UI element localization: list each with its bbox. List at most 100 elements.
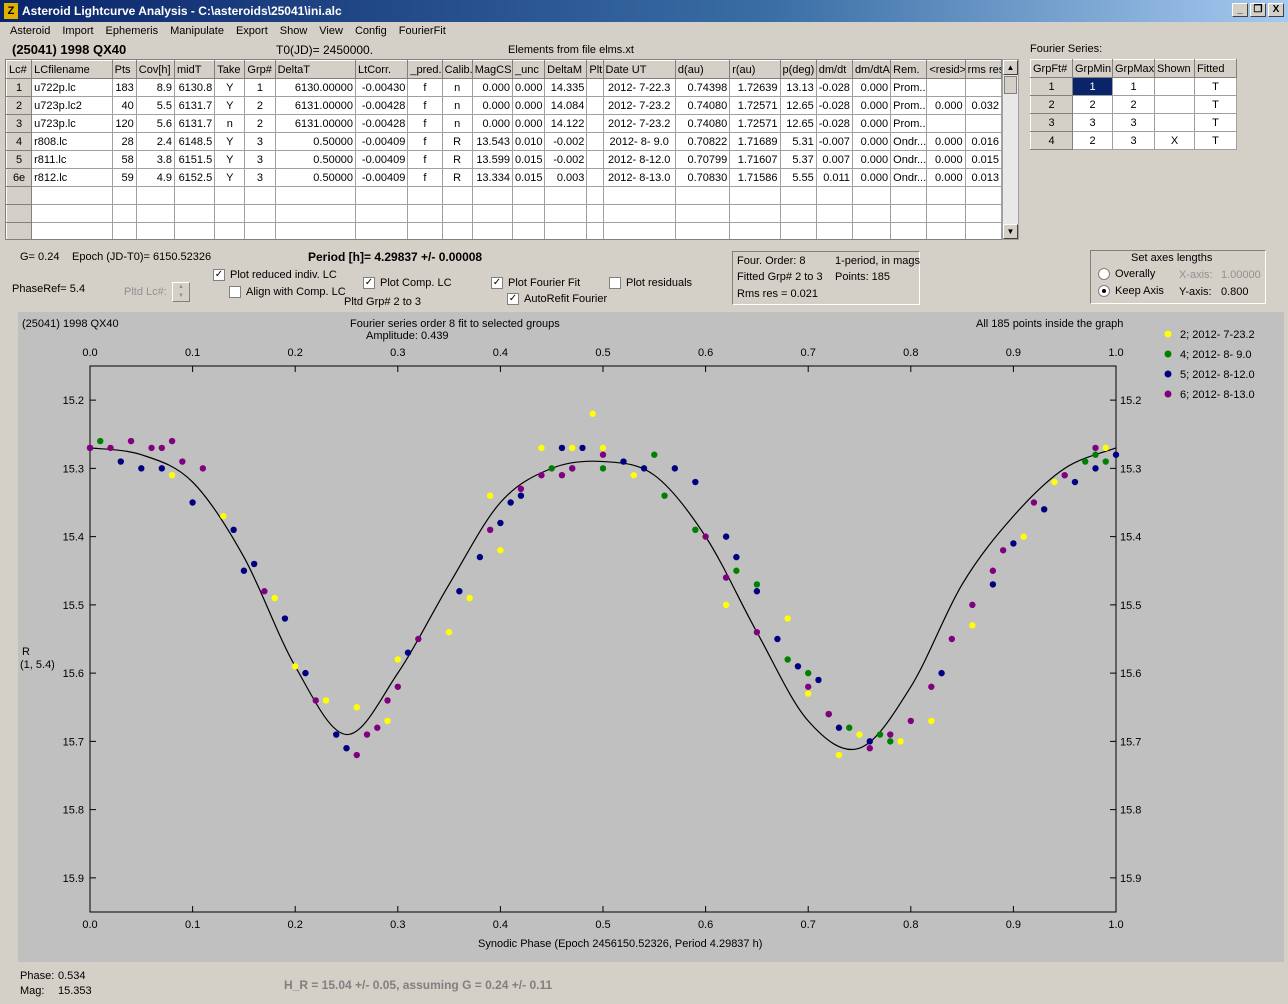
plot-reduced-checkbox[interactable]: ✓ Plot reduced indiv. LC: [213, 269, 337, 282]
fourier-table-cell[interactable]: T: [1194, 95, 1237, 114]
app-icon[interactable]: Z: [4, 3, 18, 19]
lc-table-cell[interactable]: 13.599: [471, 150, 513, 169]
lc-table-cell[interactable]: 6131.00000: [274, 114, 357, 133]
lc-table-cell[interactable]: r808.lc: [31, 132, 113, 151]
menu-export[interactable]: Export: [235, 25, 268, 37]
lc-table-cell[interactable]: [355, 186, 409, 205]
lc-table-cell[interactable]: 3.8: [135, 150, 175, 169]
lc-table-cell[interactable]: 0.50000: [274, 150, 357, 169]
lc-table-cell[interactable]: 6151.5: [173, 150, 216, 169]
fourier-table-cell[interactable]: 3: [1112, 131, 1155, 150]
lc-table-cell[interactable]: [602, 222, 676, 239]
lc-table-cell[interactable]: [586, 186, 604, 205]
lc-table-cell[interactable]: 0.000: [926, 96, 966, 115]
lc-table-cell[interactable]: 0.74080: [674, 114, 731, 133]
lc-table-cell[interactable]: 0.000: [511, 114, 546, 133]
lc-table-cell[interactable]: f: [407, 78, 443, 97]
lc-table-empty-row[interactable]: [6, 204, 1002, 223]
xaxis-value[interactable]: 1.00000: [1221, 269, 1261, 281]
lc-table-cell[interactable]: 5.55: [779, 168, 817, 187]
menu-asteroid[interactable]: Asteroid: [10, 25, 51, 37]
lc-table-cell[interactable]: [471, 186, 513, 205]
menu-ephemeris[interactable]: Ephemeris: [105, 25, 159, 37]
lc-table-cell[interactable]: 14.335: [544, 78, 588, 97]
lc-table-cell[interactable]: [471, 204, 513, 223]
plot-residuals-checkbox[interactable]: Plot residuals: [609, 277, 692, 290]
lc-table-cell[interactable]: 1.72571: [729, 114, 781, 133]
lc-table-cell[interactable]: r811.lc: [31, 150, 113, 169]
lc-table-cell[interactable]: 0.011: [815, 168, 853, 187]
lc-table-cell[interactable]: 4: [6, 132, 33, 151]
lc-table-cell[interactable]: 0.000: [926, 168, 966, 187]
lc-column-header[interactable]: _unc: [511, 60, 546, 79]
lc-table-cell[interactable]: u723p.lc2: [31, 96, 113, 115]
lc-table-cell[interactable]: [586, 96, 604, 115]
lc-table-cell[interactable]: 0.015: [964, 150, 1002, 169]
fourier-table-cell[interactable]: 3: [1030, 113, 1073, 132]
keep-axis-radio[interactable]: Keep Axis: [1098, 285, 1164, 298]
lc-table-cell[interactable]: [674, 222, 731, 239]
lc-table-cell[interactable]: 0.007: [815, 150, 853, 169]
lc-table-cell[interactable]: f: [407, 114, 443, 133]
lc-table-cell[interactable]: [890, 204, 928, 223]
lc-table-cell[interactable]: 1: [6, 78, 33, 97]
lc-table-cell[interactable]: [586, 204, 604, 223]
lc-column-header[interactable]: Date UT: [602, 60, 676, 79]
lc-table-cell[interactable]: 5: [6, 150, 33, 169]
lc-table-cell[interactable]: 0.70799: [674, 150, 731, 169]
minimize-button[interactable]: _: [1232, 3, 1248, 17]
lc-table-cell[interactable]: [471, 222, 513, 239]
lc-table-cell[interactable]: [779, 222, 817, 239]
lc-table-cell[interactable]: [274, 204, 357, 223]
lc-column-header[interactable]: MagCS: [471, 60, 513, 79]
lc-table-cell[interactable]: 6148.5: [173, 132, 216, 151]
plot-fourier-checkbox[interactable]: ✓ Plot Fourier Fit: [491, 277, 580, 290]
lc-table-cell[interactable]: 0.000: [471, 114, 513, 133]
checkbox-icon[interactable]: ✓: [363, 277, 375, 290]
lc-column-header[interactable]: Plt: [586, 60, 604, 79]
lc-table-cell[interactable]: R: [441, 132, 473, 151]
lc-table-cell[interactable]: 6e: [6, 168, 33, 187]
lc-table-cell[interactable]: [407, 222, 443, 239]
lc-table-cell[interactable]: Prom...: [890, 114, 928, 133]
lc-table-cell[interactable]: Y: [214, 150, 246, 169]
lc-column-header[interactable]: LtCorr.: [355, 60, 409, 79]
lc-table-cell[interactable]: 0.50000: [274, 168, 357, 187]
lc-table-cell[interactable]: 3: [244, 132, 276, 151]
lc-table-cell[interactable]: [111, 186, 137, 205]
lc-table-cell[interactable]: R: [441, 168, 473, 187]
lc-table-cell[interactable]: [674, 186, 731, 205]
lc-column-header[interactable]: Lc#: [6, 60, 33, 79]
lc-table-cell[interactable]: [586, 150, 604, 169]
lc-table-cell[interactable]: [441, 222, 473, 239]
lc-table-cell[interactable]: 6152.5: [173, 168, 216, 187]
lc-table-cell[interactable]: 0.000: [511, 78, 546, 97]
lc-table-cell[interactable]: u722p.lc: [31, 78, 113, 97]
radio-icon[interactable]: [1098, 285, 1110, 298]
lc-table-cell[interactable]: f: [407, 168, 443, 187]
lc-table-cell[interactable]: [511, 222, 546, 239]
lc-table-cell[interactable]: 0.013: [964, 168, 1002, 187]
lc-table-cell[interactable]: f: [407, 150, 443, 169]
lc-table-cell[interactable]: 5.37: [779, 150, 817, 169]
lc-table-cell[interactable]: [214, 186, 246, 205]
lc-table-cell[interactable]: 58: [111, 150, 137, 169]
lc-table-cell[interactable]: Prom...: [890, 78, 928, 97]
lc-table-cell[interactable]: n: [441, 114, 473, 133]
lc-table-cell[interactable]: [173, 186, 216, 205]
lc-table-cell[interactable]: 1.71607: [729, 150, 781, 169]
lc-table-cell[interactable]: 12.65: [779, 96, 817, 115]
radio-icon[interactable]: [1098, 268, 1110, 281]
lc-table-cell[interactable]: 5.6: [135, 114, 175, 133]
lc-table-cell[interactable]: 13.543: [471, 132, 513, 151]
menu-config[interactable]: Config: [354, 25, 387, 37]
lc-table-cell[interactable]: [355, 222, 409, 239]
lc-table-cell[interactable]: 0.70830: [674, 168, 731, 187]
lc-table-cell[interactable]: [407, 204, 443, 223]
lc-table-cell[interactable]: Ondr...: [890, 150, 928, 169]
checkbox-icon[interactable]: ✓: [507, 293, 519, 306]
lc-table-cell[interactable]: 6130.00000: [274, 78, 357, 97]
checkbox-icon[interactable]: [609, 277, 621, 290]
menu-view[interactable]: View: [319, 25, 343, 37]
